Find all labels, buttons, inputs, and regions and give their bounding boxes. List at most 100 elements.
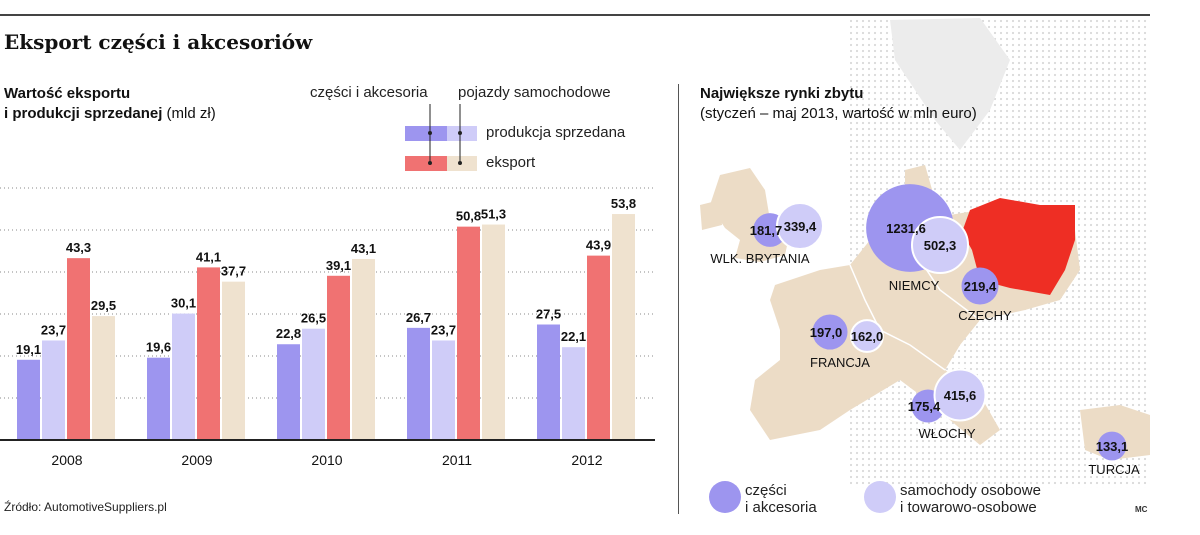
- bar: [407, 327, 430, 440]
- map-legend-cars-swatch: [864, 481, 896, 513]
- bar: [587, 255, 610, 440]
- x-tick-label: 2010: [311, 452, 342, 468]
- map-title: Największe rynki zbytu: [700, 85, 864, 102]
- bubble-parts: [961, 267, 999, 305]
- bar-value-label: 39,1: [326, 258, 351, 273]
- bar: [222, 281, 245, 440]
- map-legend-parts-swatch: [709, 481, 741, 513]
- x-tick-label: 2011: [442, 452, 472, 468]
- source-note: Źródło: AutomotiveSuppliers.pl: [4, 500, 167, 514]
- bar: [352, 258, 375, 440]
- bubble-cars-label: 502,3: [924, 238, 957, 253]
- bar-value-label: 50,8: [456, 209, 481, 224]
- bar: [562, 347, 585, 440]
- map-legend-cars-line1: samochody osobowe: [900, 482, 1041, 499]
- map-title-block: Największe rynki zbytu (styczeń – maj 20…: [700, 84, 977, 124]
- bar: [147, 357, 170, 440]
- bubble-parts-label: 197,0: [810, 325, 843, 340]
- bubble-parts-label: 133,1: [1096, 439, 1129, 454]
- legend-dot: [428, 131, 432, 135]
- bar: [457, 226, 480, 440]
- legend-dot: [458, 161, 462, 165]
- map-legend-parts-line2: i akcesoria: [745, 499, 817, 516]
- bar-value-label: 22,8: [276, 326, 301, 341]
- bar-value-label: 23,7: [41, 322, 66, 337]
- bar-value-label: 26,5: [301, 311, 326, 326]
- bubble-cars-label: 415,6: [944, 388, 977, 403]
- bar-value-label: 26,7: [406, 310, 431, 325]
- map-legend-cars-label: samochody osobowe i towarowo-osobowe: [900, 482, 1041, 516]
- legend-production-label: produkcja sprzedana: [486, 124, 626, 141]
- bubble-cars: [933, 368, 987, 422]
- bubble-parts-label: 1231,6: [886, 221, 926, 236]
- bar: [482, 224, 505, 440]
- bar: [432, 340, 455, 440]
- legend-swatches: [405, 104, 477, 171]
- country-label: TURCJA: [1088, 462, 1140, 477]
- bubble-cars: [850, 319, 884, 353]
- bubble-parts: [812, 314, 848, 350]
- legend-export-label: eksport: [486, 154, 536, 171]
- bar: [172, 313, 195, 440]
- page-title: Eksport części i akcesoriów: [4, 30, 313, 54]
- bar-value-label: 41,1: [196, 249, 221, 264]
- x-tick-label: 2009: [181, 452, 212, 468]
- bar-value-label: 19,6: [146, 340, 171, 355]
- panel-divider: [678, 84, 679, 514]
- chart-title-unit: (mld zł): [166, 105, 216, 122]
- bar: [92, 316, 115, 440]
- bar-value-label: 43,1: [351, 241, 376, 256]
- legend-header-cars: pojazdy samochodowe: [458, 84, 611, 101]
- chart-title: Wartość eksportu i produkcji sprzedanej …: [4, 84, 216, 124]
- country-label: FRANCJA: [810, 355, 870, 370]
- map-legend-cars-line2: i towarowo-osobowe: [900, 499, 1037, 516]
- bar-chart: 19,123,743,329,5200819,630,141,137,72009…: [0, 187, 655, 468]
- legend-header-parts: części i akcesoria: [310, 84, 428, 101]
- bar: [277, 344, 300, 440]
- bar: [612, 214, 635, 440]
- credit: MC: [1135, 505, 1148, 514]
- bubble-parts-label: 175,4: [908, 399, 941, 414]
- x-tick-label: 2012: [571, 452, 602, 468]
- map-legend-parts-label: części i akcesoria: [745, 482, 817, 516]
- legend-swatch-cars-production: [447, 126, 477, 141]
- bar: [67, 258, 90, 440]
- bar-value-label: 27,5: [536, 307, 561, 322]
- bar-value-label: 30,1: [171, 296, 196, 311]
- chart-title-line1: Wartość eksportu: [4, 85, 131, 102]
- legend-dot: [428, 161, 432, 165]
- legend-dot: [458, 131, 462, 135]
- bar: [327, 275, 350, 440]
- country-label: CZECHY: [958, 308, 1012, 323]
- country-label: WLK. BRYTANIA: [710, 251, 810, 266]
- bar: [42, 340, 65, 440]
- bubble-parts-label: 181,7: [750, 223, 783, 238]
- bar-value-label: 43,3: [66, 240, 91, 255]
- map-subtitle: (styczeń – maj 2013, wartość w mln euro): [700, 105, 977, 122]
- bar-value-label: 43,9: [586, 238, 611, 253]
- country-label: WŁOCHY: [918, 426, 975, 441]
- bar-value-label: 37,7: [221, 264, 246, 279]
- bar: [537, 324, 560, 440]
- bar: [302, 328, 325, 440]
- bubble-cars: [775, 201, 825, 251]
- bubble-cars: [910, 215, 970, 275]
- map-ireland: [700, 200, 722, 230]
- chart-title-line2: i produkcji sprzedanej: [4, 105, 163, 122]
- bar: [17, 359, 40, 440]
- bar: [197, 267, 220, 440]
- legend-swatch-cars-export: [447, 156, 477, 171]
- bubble-cars-label: 162,0: [851, 329, 884, 344]
- legend-swatch-parts-production: [405, 126, 447, 141]
- bubble-parts-label: 219,4: [964, 279, 997, 294]
- map-scandinavia: [890, 18, 1010, 150]
- bar-value-label: 23,7: [431, 322, 456, 337]
- x-tick-label: 2008: [51, 452, 82, 468]
- bar-value-label: 53,8: [611, 196, 636, 211]
- country-label: NIEMCY: [889, 278, 940, 293]
- bubble-parts: [1097, 431, 1127, 461]
- top-rule: [0, 14, 1150, 16]
- map-great-britain: [710, 168, 790, 262]
- legend-swatch-parts-export: [405, 156, 447, 171]
